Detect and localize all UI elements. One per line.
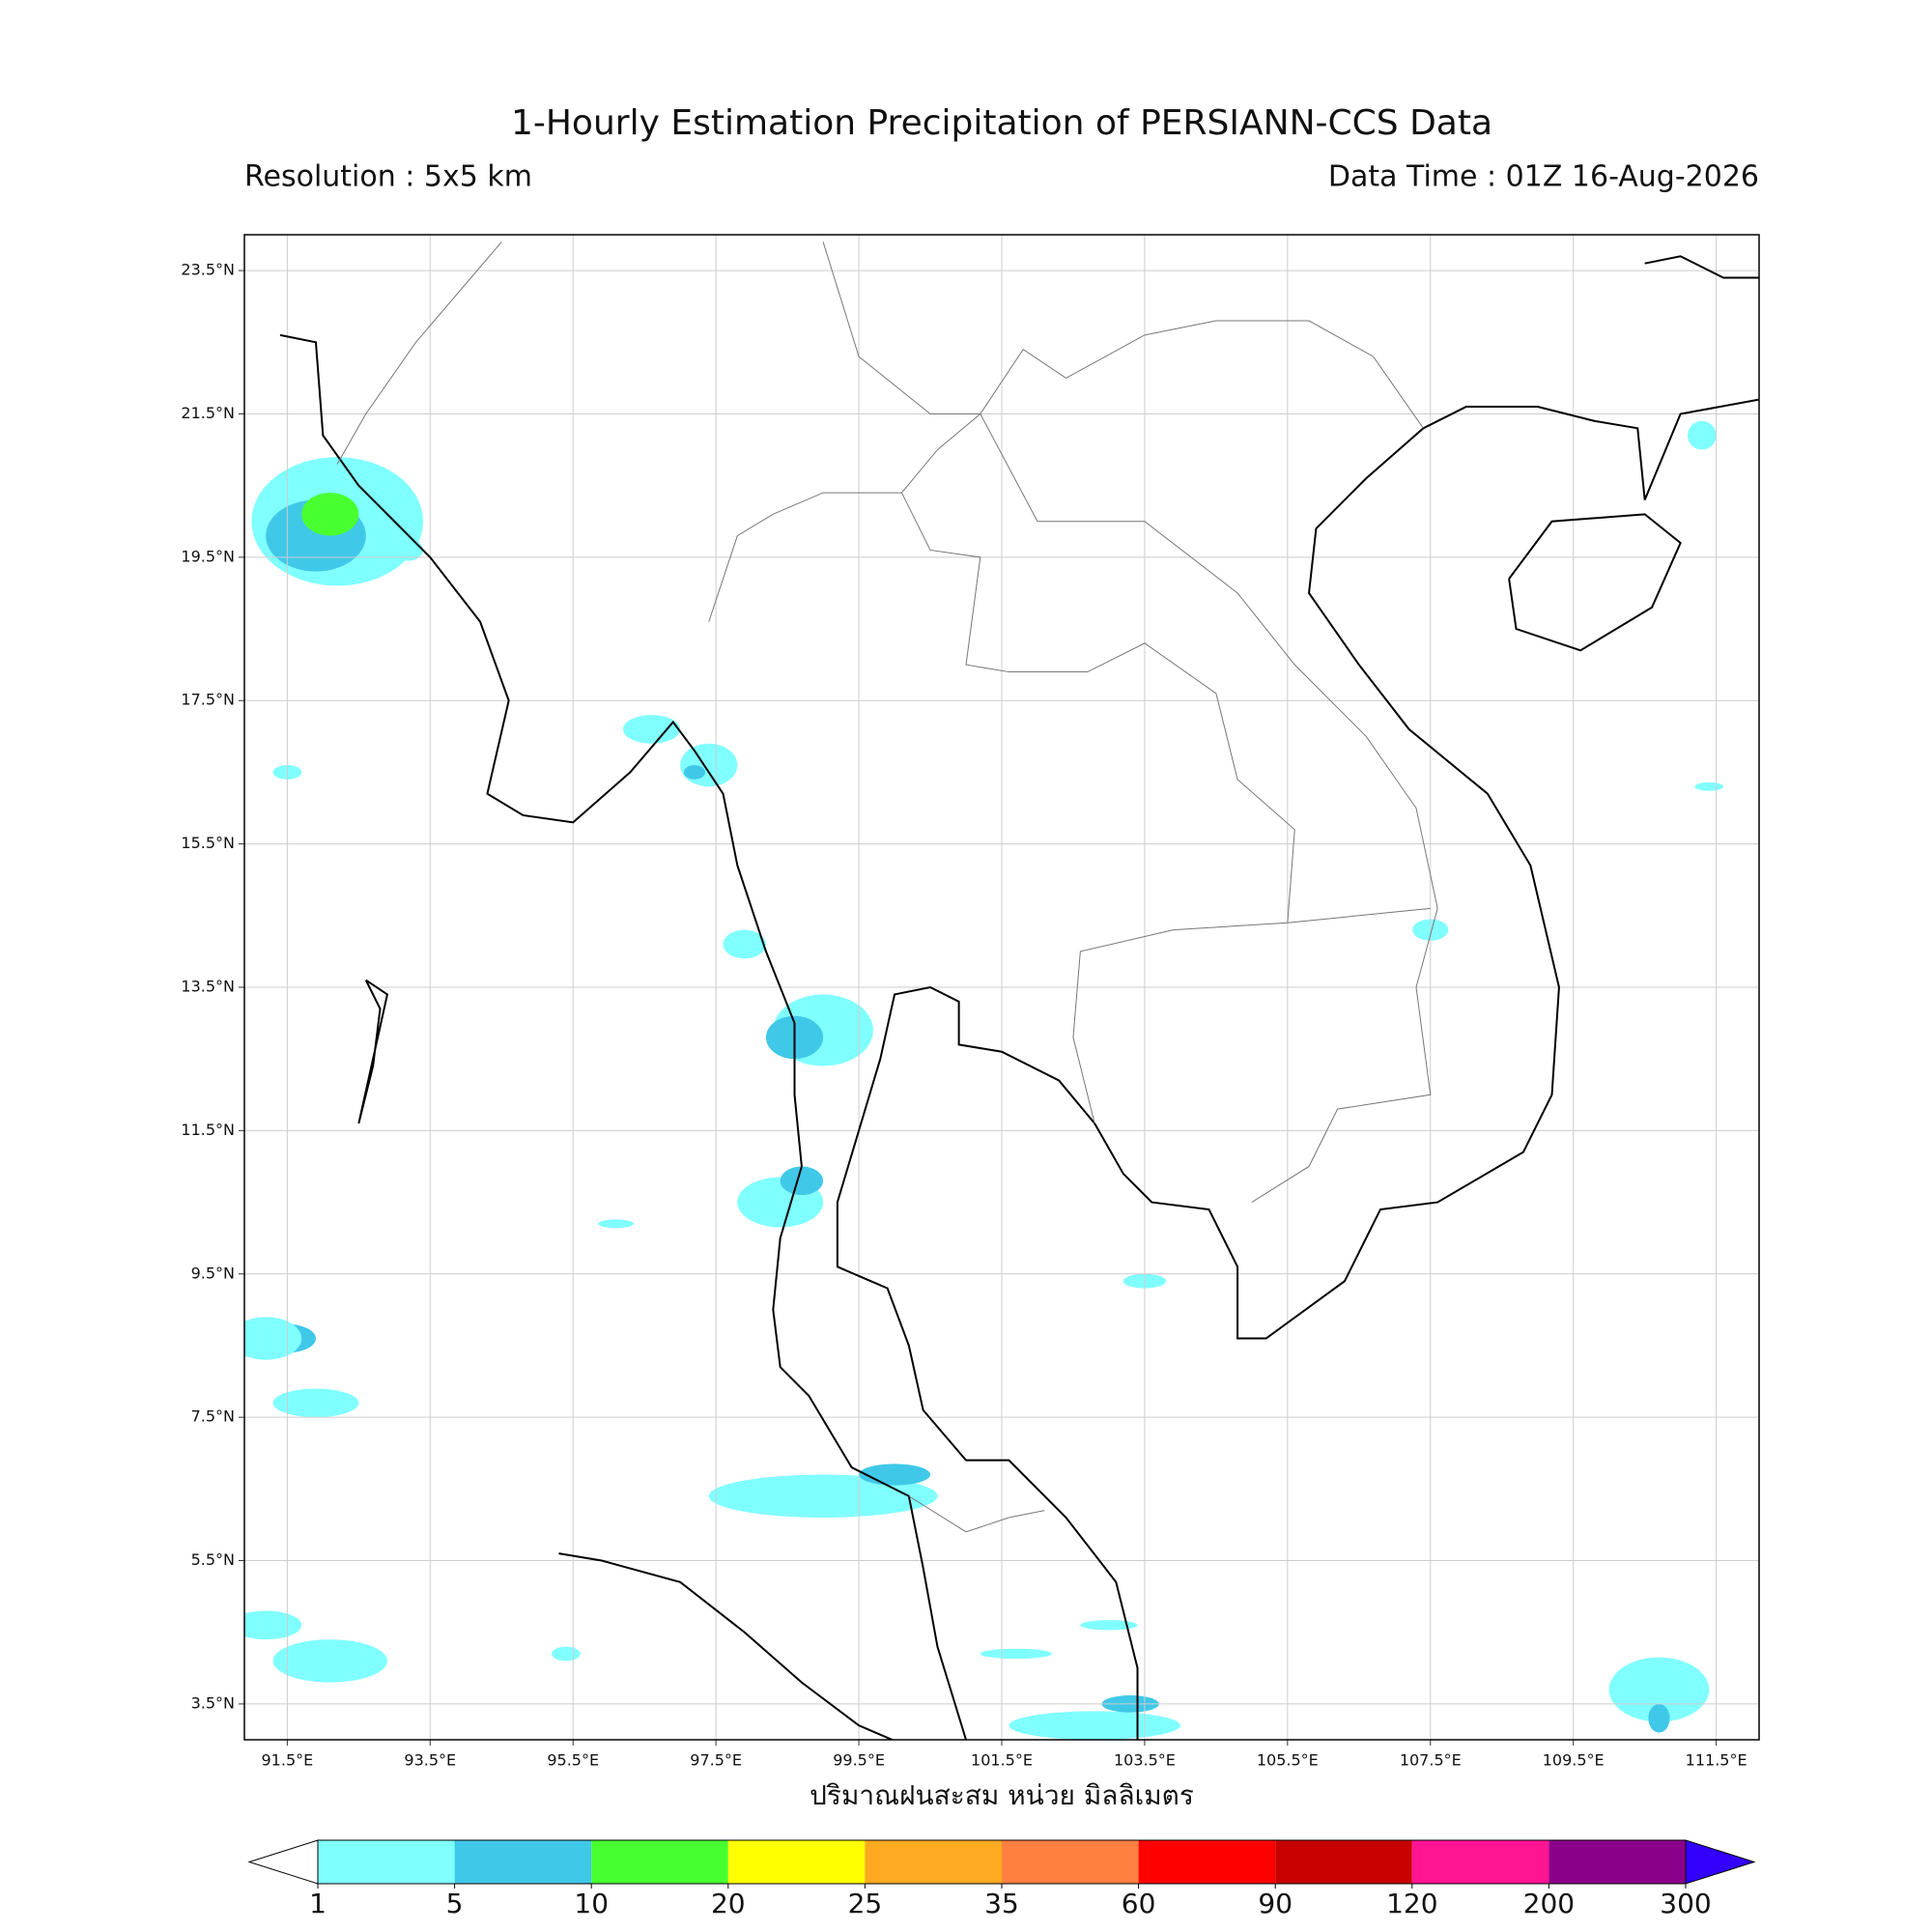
colorbar-over [1685, 1839, 1756, 1885]
precip-area [980, 1648, 1052, 1660]
colorbar-tick-label: 300 [1660, 1888, 1711, 1919]
precip-area [598, 1219, 635, 1229]
precip-area [708, 1474, 938, 1518]
colorbar-tick-label: 25 [848, 1888, 883, 1919]
lat-tick-label: 7.5°N [191, 1407, 235, 1426]
precip-area [1694, 781, 1724, 791]
precip-area [1009, 1711, 1180, 1740]
lon-tick-label: 103.5°E [1114, 1751, 1176, 1770]
colorbar-tick-label: 60 [1122, 1888, 1156, 1919]
lon-tick-label: 99.5°E [833, 1751, 885, 1770]
precip-area [272, 1388, 359, 1418]
precip-area [272, 1639, 387, 1683]
colorbar-segment [1411, 1840, 1549, 1884]
resolution: Resolution : 5x5 km [244, 160, 532, 194]
precip-area [723, 929, 766, 959]
coastline [279, 333, 967, 1740]
border [980, 413, 1438, 1203]
lon-tick-label: 107.5°E [1400, 1751, 1462, 1770]
colorbar-tick-label: 200 [1523, 1888, 1575, 1919]
precip-area [680, 743, 738, 787]
precip-area [859, 1463, 931, 1486]
colorbar-segment [591, 1840, 728, 1884]
lon-tick-label: 95.5°E [547, 1751, 599, 1770]
colorbar-tick-label: 5 [446, 1888, 464, 1919]
lat-tick-label: 11.5°N [181, 1121, 235, 1139]
lat-tick-label: 3.5°N [191, 1693, 235, 1712]
border [822, 242, 1424, 429]
colorbar-segment [454, 1840, 592, 1884]
colorbar-tick-label: 20 [711, 1888, 746, 1919]
lat-tick-label: 5.5°N [191, 1550, 235, 1569]
precip-area [622, 715, 681, 744]
border [708, 492, 1295, 1124]
colorbar-segment [1138, 1840, 1276, 1884]
colorbar-tick-label: 10 [574, 1888, 609, 1919]
colorbar-tick-label: 35 [984, 1888, 1019, 1919]
lon-tick-label: 105.5°E [1257, 1751, 1319, 1770]
lon-tick-label: 101.5°E [971, 1751, 1033, 1770]
map-area [244, 235, 1759, 1740]
lat-tick-label: 15.5°N [181, 834, 235, 852]
map-frame [243, 234, 1760, 1741]
colorbar-segment [865, 1840, 1002, 1884]
lon-tick-label: 111.5°E [1686, 1751, 1747, 1770]
precip-area [394, 539, 423, 561]
coastline [558, 1552, 895, 1740]
colorbar-segment [727, 1840, 866, 1884]
precip-area [1688, 420, 1717, 450]
colorbar-label: ปริมาณฝนสะสม หน่วย มิลลิเมตร [810, 1779, 1194, 1811]
title: 1-Hourly Estimation Precipitation of PER… [511, 103, 1492, 143]
precip-area [780, 1166, 824, 1196]
precip-area [1080, 1620, 1138, 1631]
border [901, 413, 981, 494]
precip-area [244, 1610, 302, 1640]
lon-tick-label: 93.5°E [404, 1751, 456, 1770]
colorbar-under [247, 1839, 319, 1885]
data-time: Data Time : 01Z 16-Aug-2026 [1328, 160, 1759, 194]
colorbar-tick-label: 1 [309, 1888, 327, 1919]
lon-tick-label: 91.5°E [262, 1751, 314, 1770]
precip-area [1648, 1703, 1670, 1733]
border [1287, 907, 1431, 923]
lon-tick-label: 97.5°E [690, 1751, 742, 1770]
precip-area [1608, 1657, 1710, 1722]
lat-tick-label: 21.5°N [181, 404, 235, 422]
border [336, 242, 502, 465]
lat-tick-label: 23.5°N [181, 261, 235, 279]
colorbar-segment [1002, 1840, 1139, 1884]
lat-tick-label: 17.5°N [181, 691, 235, 709]
colorbar-tick-label: 120 [1386, 1888, 1437, 1919]
coastline [1644, 255, 1759, 279]
lon-tick-label: 109.5°E [1543, 1751, 1605, 1770]
precip-area [244, 1317, 302, 1360]
colorbar-segment [1548, 1840, 1686, 1884]
precip-area [552, 1646, 581, 1662]
coastline [1508, 513, 1682, 652]
colorbar-segment [1275, 1840, 1412, 1884]
precip-area [301, 493, 359, 536]
colorbar-segment [318, 1840, 455, 1884]
precip-area [683, 765, 706, 780]
border [908, 1495, 1045, 1533]
colorbar-tick-label: 90 [1258, 1888, 1293, 1919]
lat-tick-label: 19.5°N [181, 547, 235, 565]
coastline [357, 979, 389, 1124]
coastline [836, 398, 1759, 1740]
lat-tick-label: 9.5°N [191, 1264, 235, 1282]
lat-tick-label: 13.5°N [181, 978, 235, 996]
